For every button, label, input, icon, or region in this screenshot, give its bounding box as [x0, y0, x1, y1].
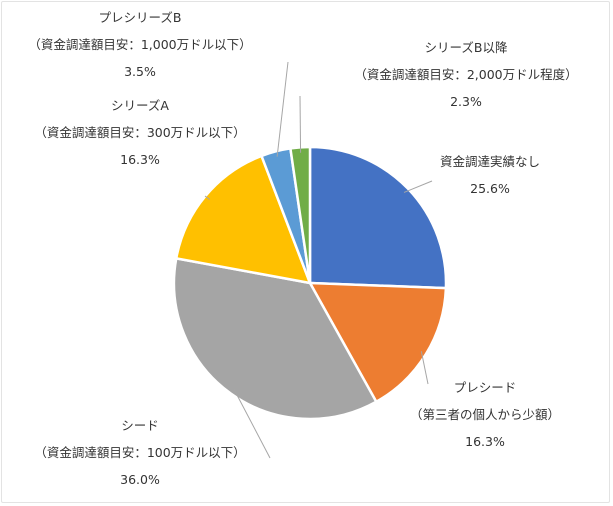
slice-name-label: （資金調達額目安：300万ドル以下）: [34, 125, 245, 140]
slice-labels: 資金調達実績なし 25.6% プレシード （第三者の個人から少額） 16.3% シード （資…: [28, 10, 577, 487]
leader-line-6: [299, 95, 302, 153]
slice-name-label: シード: [121, 418, 159, 433]
slice-name-label: （資金調達額目安：1,000万ドル以下）: [28, 37, 251, 52]
slice-value-label: 3.5%: [124, 64, 156, 79]
slice-name-label: （資金調達額目安：100万ドル以下）: [34, 445, 245, 460]
slice-name-label: プレシード: [454, 380, 517, 395]
slice-name-label: プレシリーズB: [99, 10, 182, 25]
slice-label-2: プレシード （第三者の個人から少額） 16.3%: [410, 380, 560, 449]
pie-slice-3: [172, 257, 378, 421]
leader-line-2: [420, 351, 429, 385]
slice-label-1: 資金調達実績なし 25.6%: [440, 154, 540, 196]
slice-name-label: シリーズB以降: [425, 40, 508, 55]
pie-slice-1: [308, 145, 448, 290]
slice-value-label: 25.6%: [470, 181, 510, 196]
pie-slice-2: [308, 281, 448, 404]
leader-line-3: [233, 388, 271, 459]
slice-name-label: （第三者の個人から少額）: [410, 407, 560, 422]
slice-name-label: （資金調達額目安：2,000万ドル程度）: [354, 67, 577, 82]
leader-line-1: [403, 180, 433, 193]
slice-value-label: 36.0%: [120, 472, 160, 487]
leader-line-5: [276, 61, 289, 157]
slice-label-6: シリーズB以降 （資金調達額目安：2,000万ドル程度） 2.3%: [354, 40, 577, 109]
slice-label-3: シード （資金調達額目安：100万ドル以下） 36.0%: [34, 418, 245, 487]
slice-label-4: シリーズA （資金調達額目安：300万ドル以下） 16.3%: [34, 98, 245, 167]
slice-label-5: プレシリーズB （資金調達額目安：1,000万ドル以下） 3.5%: [28, 10, 251, 79]
leader-lines: [204, 61, 433, 459]
leader-line-4: [204, 195, 210, 200]
slice-name-label: シリーズA: [111, 98, 169, 113]
slice-value-label: 16.3%: [120, 152, 160, 167]
slice-value-label: 2.3%: [450, 94, 482, 109]
slice-name-label: 資金調達実績なし: [440, 154, 540, 169]
slice-value-label: 16.3%: [465, 434, 505, 449]
pie-slices: [172, 145, 448, 421]
